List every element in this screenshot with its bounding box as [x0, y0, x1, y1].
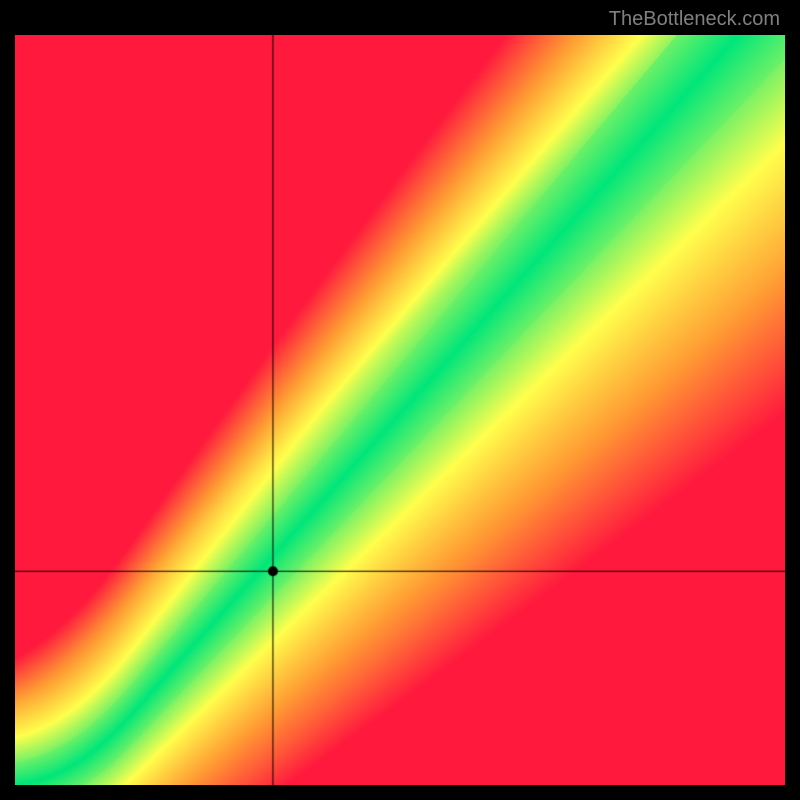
watermark-text: TheBottleneck.com	[609, 8, 780, 31]
heatmap-canvas	[15, 35, 785, 785]
bottleneck-heatmap-chart	[15, 35, 785, 785]
